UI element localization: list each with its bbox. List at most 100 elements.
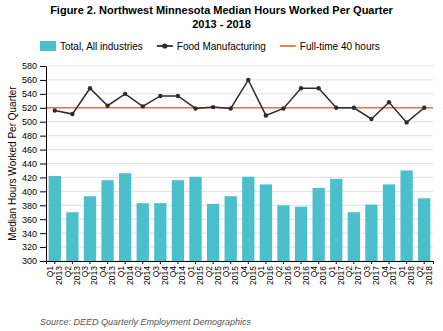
x-tick-mark (142, 261, 143, 264)
x-tick: Q12014 (116, 261, 135, 285)
grid-line (46, 177, 433, 178)
legend: Total, All industries Food Manufacturing F… (40, 41, 380, 52)
bar (154, 203, 166, 261)
x-tick-mark (371, 261, 372, 264)
y-tick-mark (40, 219, 46, 220)
y-tick-label: 520 (22, 103, 37, 113)
y-tick-label: 580 (22, 61, 37, 71)
marker (105, 103, 109, 107)
y-tick: 480 (22, 131, 46, 141)
x-tick-label: Q22013 (63, 266, 82, 285)
x-tick: Q12013 (45, 261, 64, 285)
y-tick-mark (40, 80, 46, 81)
x-tick-label: Q42014 (168, 266, 187, 285)
x-tick: Q32017 (362, 261, 381, 285)
chart: Figure 2. Northwest Minnesota Median Hou… (0, 0, 443, 331)
y-tick-label: 400 (22, 187, 37, 197)
y-tick: 360 (22, 215, 46, 225)
bar (189, 177, 201, 261)
x-tick: Q12016 (256, 261, 275, 285)
bar (260, 184, 272, 261)
bar (119, 173, 131, 261)
y-tick-mark (40, 150, 46, 151)
x-tick-mark (177, 261, 178, 264)
x-tick-label: Q32016 (292, 266, 311, 285)
legend-item: Full-time 40 hours (280, 41, 380, 52)
y-tick-mark (40, 122, 46, 123)
x-tick-label: Q12013 (45, 266, 64, 285)
source: Source: DEED Quarterly Employment Demogr… (40, 317, 252, 327)
x-tick: Q42017 (380, 261, 399, 285)
x-tick: Q12017 (327, 261, 346, 285)
x-tick-label: Q32014 (151, 266, 170, 285)
x-tick-mark (230, 261, 231, 264)
bar (137, 203, 149, 261)
x-tick-mark (125, 261, 126, 264)
x-tick-label: Q32017 (362, 266, 381, 285)
x-tick: Q42013 (98, 261, 117, 285)
bar (418, 198, 430, 261)
y-tick-label: 300 (22, 256, 37, 266)
x-tick: Q22014 (133, 261, 152, 285)
marker (422, 106, 426, 110)
x-tick-mark (89, 261, 90, 264)
bar (295, 207, 307, 261)
x-tick-label: Q12018 (397, 266, 416, 285)
y-tick-mark (40, 66, 46, 67)
marker (369, 117, 373, 121)
marker (53, 108, 57, 112)
x-tick: Q22013 (63, 261, 82, 285)
x-tick-label: Q22016 (274, 266, 293, 285)
x-tick-label: Q22014 (133, 266, 152, 285)
y-tick-label: 320 (22, 242, 37, 252)
legend-item: Total, All industries (40, 41, 143, 52)
marker (316, 86, 320, 90)
bar (242, 177, 254, 261)
bar (172, 180, 184, 261)
marker (387, 100, 391, 104)
marker (70, 112, 74, 116)
x-tick: Q12015 (186, 261, 205, 285)
y-tick: 340 (22, 229, 46, 239)
x-tick: Q22018 (415, 261, 434, 285)
y-tick-mark (40, 94, 46, 95)
y-tick: 320 (22, 242, 46, 252)
grid-line (46, 107, 433, 108)
marker (404, 120, 408, 124)
grid (46, 66, 433, 261)
legend-label: Food Manufacturing (177, 41, 266, 52)
marker (264, 113, 268, 117)
y-tick: 420 (22, 173, 46, 183)
x-tick: Q32016 (292, 261, 311, 285)
x-tick-mark (283, 261, 284, 264)
x-tick-mark (160, 261, 161, 264)
y-tick-label: 540 (22, 89, 37, 99)
bar (207, 204, 219, 261)
x-tick-mark (265, 261, 266, 264)
y-tick-label: 420 (22, 173, 37, 183)
marker (211, 105, 215, 109)
legend-swatch-marker (162, 43, 167, 48)
x-tick: Q22017 (344, 261, 363, 285)
y-tick: 440 (22, 159, 46, 169)
x-tick-label: Q32015 (221, 266, 240, 285)
bar (330, 179, 342, 261)
x-tick-mark (318, 261, 319, 264)
line-series (53, 78, 427, 125)
y-tick-mark (40, 191, 46, 192)
x-tick: Q42014 (168, 261, 187, 285)
grid-line (46, 149, 433, 150)
marker (88, 86, 92, 90)
y-tick-label: 500 (22, 117, 37, 127)
y-tick: 380 (22, 201, 46, 211)
x-tick: Q42016 (309, 261, 328, 285)
x-tick-label: Q22017 (344, 266, 363, 285)
line (55, 80, 424, 122)
x-tick-mark (107, 261, 108, 264)
marker (141, 104, 145, 108)
grid-line (46, 163, 433, 164)
x-tick-label: Q22015 (204, 266, 223, 285)
y-tick: 540 (22, 89, 46, 99)
subtitle: 2013 - 2018 (192, 18, 251, 30)
grid-line (46, 121, 433, 122)
